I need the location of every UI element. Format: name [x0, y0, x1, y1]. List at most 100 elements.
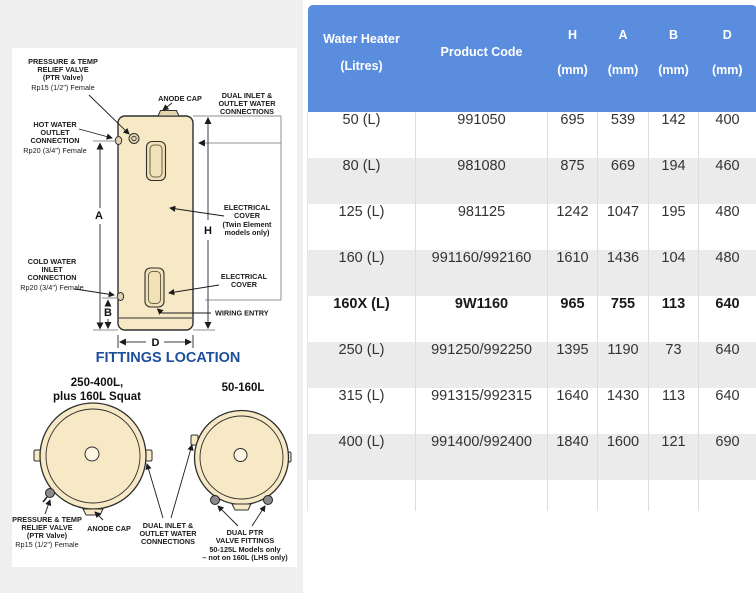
label-line: COVER: [234, 211, 261, 220]
top-view-50-160: [190, 409, 292, 511]
cell-litres: 315 (L): [307, 388, 416, 434]
spec-table: Water Heater (Litres) Product Code H (mm…: [307, 5, 756, 511]
dim-letter: H: [567, 28, 578, 42]
label-line: DUAL PTR: [227, 528, 264, 537]
dim-letter: A: [618, 28, 628, 42]
label-line: OUTLET WATER: [218, 99, 276, 108]
cell-d: 460: [698, 158, 756, 204]
ptr-valve-label: PRESSURE & TEMP RELIEF VALVE (PTR Valve)…: [28, 57, 98, 92]
anode-cap-bump: [231, 503, 252, 511]
dim-b-label: B: [104, 307, 112, 319]
hot-water-outlet-label: HOT WATER OUTLET CONNECTION Rp20 (3/4") …: [23, 120, 86, 155]
label-line: OUTLET: [40, 128, 70, 137]
fittings-location-title: FITTINGS LOCATION: [96, 350, 241, 366]
cell-h: 1840: [547, 434, 598, 480]
col-header-b: B (mm): [649, 5, 699, 112]
cell-litres: 50 (L): [307, 112, 416, 158]
cell-code: 991250/992250: [415, 342, 548, 388]
table-row: 125 (L) 981125 1242 1047 195 480: [307, 204, 756, 250]
label-line: RELIEF VALVE: [21, 523, 72, 532]
label-line: HOT WATER: [33, 120, 77, 129]
bottom-ptr-valve-label: PRESSURE & TEMP RELIEF VALVE (PTR Valve)…: [12, 515, 82, 549]
cell-a: 1600: [597, 434, 649, 480]
cell-empty: [415, 480, 548, 511]
header-row: Water Heater (Litres) Product Code H (mm…: [307, 5, 756, 112]
col-header-h: H (mm): [548, 5, 598, 112]
electrical-cover-upper-inner: [149, 144, 163, 178]
cell-code: 991050: [415, 112, 548, 158]
label-line: (PTR Valve): [27, 531, 68, 540]
label-line: Rp15 (1/2") Female: [15, 540, 78, 549]
right-view-title: 50-160L: [222, 382, 265, 394]
table-row: 160 (L) 991160/992160 1610 1436 104 480: [307, 250, 756, 296]
cell-b: 113: [648, 296, 699, 342]
cell-litres: 250 (L): [307, 342, 416, 388]
table-row: 50 (L) 991050 695 539 142 400: [307, 112, 756, 158]
cell-code: 9W1160: [415, 296, 548, 342]
label-line: CONNECTIONS: [141, 537, 195, 546]
label-line: RELIEF VALVE: [37, 65, 88, 74]
water-heater-diagram: A H B D PRESSURE & TEMP RELIEF VALVE (PT…: [12, 57, 292, 562]
dim-unit: (mm): [711, 63, 743, 77]
cell-b: 195: [648, 204, 699, 250]
label-line: VALVE FITTINGS: [216, 536, 275, 545]
bottom-anode-cap-label: ANODE CAP: [87, 524, 131, 533]
tank-elevation: [114, 110, 194, 331]
col-header-water-heater: Water Heater (Litres): [308, 5, 416, 112]
label-line: – not on 160L (LHS only): [202, 553, 288, 562]
label-line: Rp15 (1/2") Female: [31, 83, 94, 92]
table-row: 80 (L) 981080 875 669 194 460: [307, 158, 756, 204]
cell-h: 1640: [547, 388, 598, 434]
label-line: CONNECTION: [30, 136, 79, 145]
ptr-fitting: [45, 488, 55, 498]
label-line: (Twin Element: [223, 220, 272, 229]
label-line: plus 160L Squat: [53, 391, 141, 403]
electrical-cover-twin-label: ELECTRICAL COVER (Twin Element models on…: [223, 203, 272, 237]
ptr-fitting-right: [263, 495, 273, 505]
left-view-title: 250-400L, plus 160L Squat: [53, 377, 141, 403]
cell-litres: 400 (L): [307, 434, 416, 480]
dim-unit: (mm): [557, 63, 588, 77]
cell-litres: 125 (L): [307, 204, 416, 250]
cell-h: 1610: [547, 250, 598, 296]
cell-h: 875: [547, 158, 598, 204]
label-line: ELECTRICAL: [224, 203, 271, 212]
cell-d: 480: [715, 204, 740, 220]
cell-code: 981125: [415, 204, 548, 250]
cell-h: 1395: [547, 342, 598, 388]
label-line: Rp20 (3/4") Female: [20, 283, 83, 292]
label-line: models only): [224, 228, 270, 237]
label-line: OUTLET WATER: [139, 529, 197, 538]
dim-h-label: H: [204, 225, 212, 237]
cell-d: 640: [715, 388, 740, 404]
center-fitting: [233, 448, 248, 462]
anode-cap-label: ANODE CAP: [158, 94, 202, 103]
label-line: (PTR Valve): [43, 73, 84, 82]
cell-code: 991315/992315: [415, 388, 548, 434]
cell-a: 1436: [597, 250, 649, 296]
cell-h: 695: [547, 112, 598, 158]
cell-b: 113: [648, 388, 699, 434]
cell-d: 640: [715, 296, 740, 312]
cell-a: 755: [597, 296, 649, 342]
table-row: 400 (L) 991400/992400 1840 1600 121 690: [307, 434, 756, 480]
cell-b: 104: [648, 250, 699, 296]
callout-arrows: [74, 94, 225, 315]
cell-h: 965: [547, 296, 598, 342]
cell-a: 1047: [597, 204, 649, 250]
label-line: Rp20 (3/4") Female: [23, 146, 86, 155]
cell-h: 1242: [547, 204, 598, 250]
cell-litres: 160 (L): [307, 250, 416, 296]
ptr-fitting-stem: [42, 496, 48, 503]
cell-litres: 80 (L): [307, 158, 416, 204]
label-line: PRESSURE & TEMP: [28, 57, 98, 66]
cell-empty: [597, 480, 649, 511]
label-line: COLD WATER: [28, 257, 77, 266]
reference-lines: [93, 115, 282, 331]
label-line: CONNECTIONS: [220, 107, 274, 116]
ptr-valve-fitting-inner: [131, 135, 137, 142]
electrical-cover-upper: [145, 140, 167, 182]
label-line: INLET: [41, 265, 63, 274]
dim-unit: (mm): [658, 63, 689, 77]
